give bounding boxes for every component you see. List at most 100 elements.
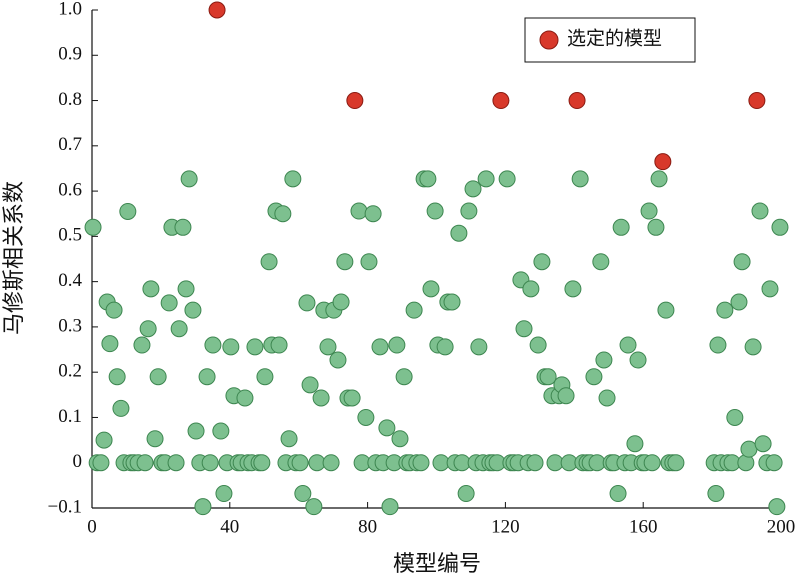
point — [284, 170, 302, 188]
point — [748, 92, 766, 110]
point — [450, 224, 468, 242]
point — [177, 280, 195, 298]
point — [443, 293, 461, 311]
point — [650, 170, 668, 188]
point — [92, 454, 110, 472]
point — [180, 170, 198, 188]
point — [464, 180, 482, 198]
point — [422, 280, 440, 298]
point — [571, 170, 589, 188]
point — [270, 336, 288, 354]
point — [643, 454, 661, 472]
point — [167, 454, 185, 472]
y-tick-label: 0.6 — [58, 179, 82, 200]
point — [730, 293, 748, 311]
point — [280, 430, 298, 448]
point — [95, 431, 113, 449]
point — [260, 253, 278, 271]
x-tick-label: 160 — [629, 516, 658, 537]
point — [291, 454, 309, 472]
point — [208, 1, 226, 19]
x-tick-label: 0 — [87, 516, 97, 537]
point — [198, 368, 216, 386]
point — [105, 301, 123, 319]
point — [592, 253, 610, 271]
point — [716, 301, 734, 319]
legend-label: 选定的模型 — [567, 27, 662, 49]
point — [146, 430, 164, 448]
point — [160, 294, 178, 312]
point — [395, 368, 413, 386]
point — [640, 202, 658, 220]
point — [426, 202, 444, 220]
point — [378, 419, 396, 437]
point — [246, 338, 264, 356]
point — [526, 454, 544, 472]
point — [332, 293, 350, 311]
point — [388, 336, 406, 354]
point — [588, 454, 606, 472]
point — [564, 280, 582, 298]
point — [546, 454, 564, 472]
point — [751, 202, 769, 220]
point — [654, 153, 672, 171]
point — [533, 253, 551, 271]
point — [301, 376, 319, 394]
point — [626, 435, 644, 453]
point — [740, 440, 758, 458]
point — [371, 338, 389, 356]
point — [612, 218, 630, 236]
point — [308, 454, 326, 472]
x-tick-label: 80 — [358, 516, 377, 537]
point — [726, 408, 744, 426]
x-tick-label: 200 — [767, 516, 796, 537]
point — [771, 218, 789, 236]
y-tick-label: 0 — [73, 451, 83, 472]
point — [457, 485, 475, 503]
point — [768, 498, 786, 516]
point — [108, 368, 126, 386]
x-tick-label: 40 — [220, 516, 239, 537]
point — [761, 280, 779, 298]
point — [119, 202, 137, 220]
x-tick-label: 120 — [491, 516, 520, 537]
point — [585, 368, 603, 386]
y-tick-label: −0.1 — [48, 496, 82, 517]
point — [460, 202, 478, 220]
point — [84, 218, 102, 236]
point — [405, 301, 423, 319]
point — [112, 399, 130, 417]
y-tick-label: 0.3 — [58, 315, 82, 336]
point — [142, 280, 160, 298]
point — [557, 387, 575, 405]
point — [667, 454, 685, 472]
point — [149, 368, 167, 386]
x-axis-label: 模型编号 — [393, 551, 481, 576]
point — [709, 336, 727, 354]
point — [215, 485, 233, 503]
point — [391, 430, 409, 448]
point — [256, 368, 274, 386]
point — [595, 351, 613, 369]
y-axis-label: 马修斯相关系数 — [1, 181, 26, 335]
point — [412, 454, 430, 472]
y-tick-label: 0.4 — [58, 270, 82, 291]
y-tick-label: 0.9 — [58, 44, 82, 65]
legend-marker — [539, 30, 559, 50]
point — [360, 253, 378, 271]
point — [609, 485, 627, 503]
point — [419, 170, 437, 188]
point — [174, 218, 192, 236]
point — [765, 454, 783, 472]
point — [305, 498, 323, 516]
point — [598, 389, 616, 407]
point — [184, 301, 202, 319]
point — [744, 338, 762, 356]
point — [357, 408, 375, 426]
point — [436, 338, 454, 356]
y-tick-label: 1.0 — [58, 0, 82, 19]
point — [329, 351, 347, 369]
point — [381, 498, 399, 516]
point — [201, 454, 219, 472]
point — [515, 320, 533, 338]
